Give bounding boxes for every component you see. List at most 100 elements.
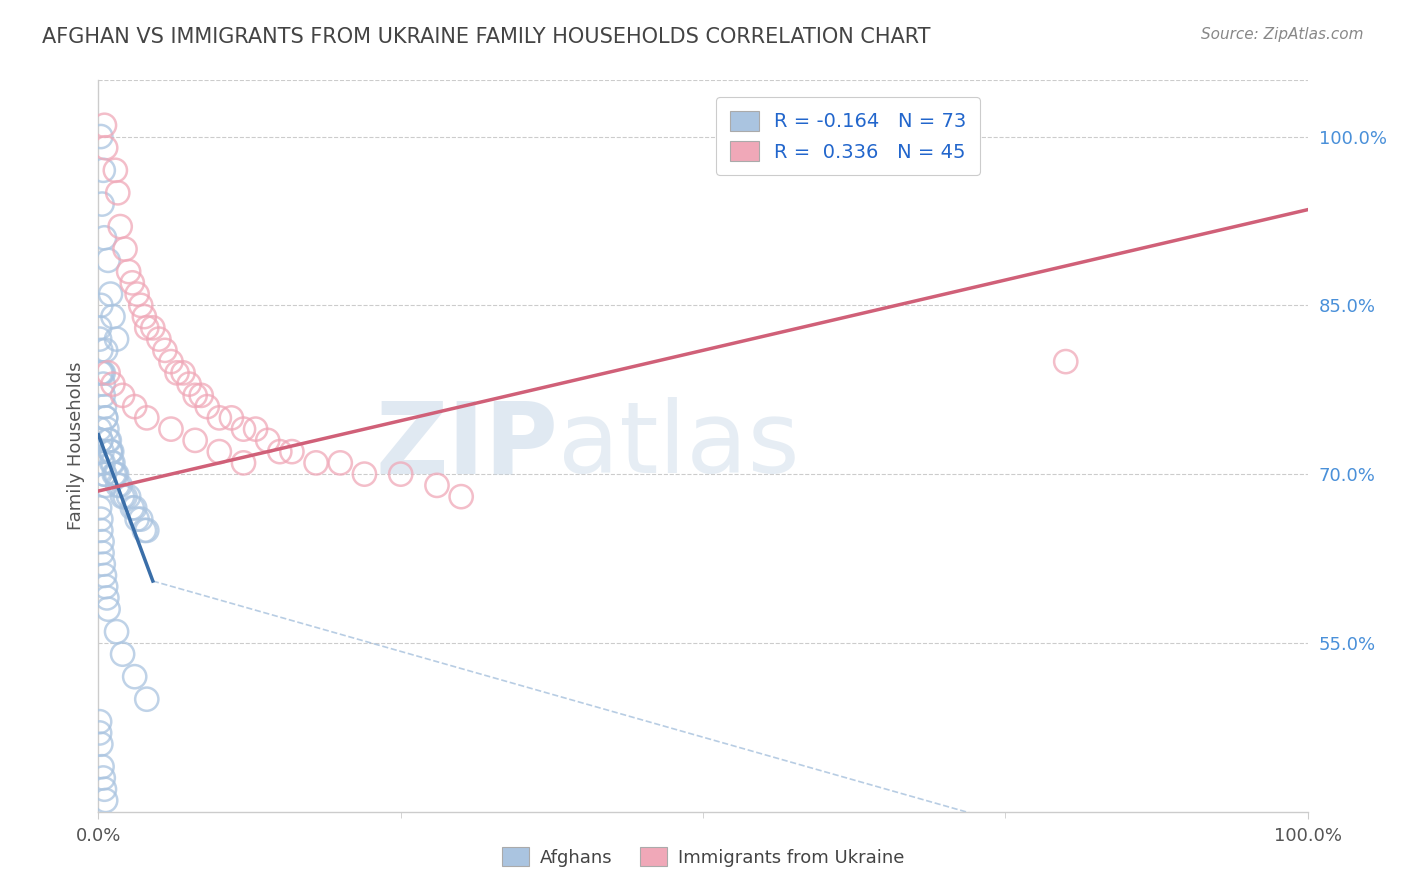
Point [179,377,201,392]
Point [93,467,115,482]
Point [127,287,149,301]
Text: ZIP: ZIP [375,398,558,494]
Point [107,478,129,492]
Point [134,310,156,324]
Point [103,467,125,482]
Point [94,343,117,358]
Point [90,129,112,144]
Point [160,422,183,436]
Point [91,456,114,470]
Point [93,231,115,245]
Point [94,141,117,155]
Y-axis label: Family Households: Family Households [66,362,84,530]
Point [91,546,114,560]
Point [190,388,212,402]
Point [208,444,231,458]
Point [100,287,122,301]
Point [96,591,118,605]
Point [208,410,231,425]
Text: Source: ZipAtlas.com: Source: ZipAtlas.com [1201,27,1364,42]
Point [184,388,207,402]
Point [124,500,146,515]
Point [107,186,129,200]
Point [121,276,143,290]
Point [135,524,157,538]
Point [124,670,146,684]
Point [426,478,449,492]
Point [148,332,170,346]
Point [134,524,156,538]
Point [90,737,112,751]
Point [97,434,120,448]
Point [135,410,157,425]
Point [118,490,141,504]
Point [89,321,111,335]
Point [129,512,152,526]
Legend: Afghans, Immigrants from Ukraine: Afghans, Immigrants from Ukraine [495,840,911,874]
Point [97,253,120,268]
Point [91,534,114,549]
Point [91,388,114,402]
Point [329,456,352,470]
Point [111,388,134,402]
Point [105,467,128,482]
Point [89,726,111,740]
Point [127,512,149,526]
Point [90,512,112,526]
Point [111,490,134,504]
Point [89,500,111,515]
Point [166,366,188,380]
Point [91,197,114,211]
Point [91,366,114,380]
Point [98,434,121,448]
Point [90,524,112,538]
Point [97,366,120,380]
Point [93,400,115,414]
Point [100,444,122,458]
Point [89,332,111,346]
Point [93,467,115,482]
Point [232,456,254,470]
Point [91,760,114,774]
Point [121,500,143,515]
Point [94,793,117,807]
Point [269,444,291,458]
Point [94,410,117,425]
Point [94,410,117,425]
Point [105,624,128,639]
Point [142,321,165,335]
Point [111,647,134,661]
Point [100,444,122,458]
Point [91,377,114,392]
Point [101,310,124,324]
Point [114,242,136,256]
Point [135,321,157,335]
Point [91,163,114,178]
Point [94,478,117,492]
Point [90,434,112,448]
Point [101,456,124,470]
Point [93,782,115,797]
Text: atlas: atlas [558,398,800,494]
Point [89,422,111,436]
Point [90,434,112,448]
Point [91,771,114,785]
Point [100,456,122,470]
Point [93,118,115,132]
Point [101,377,124,392]
Point [108,219,131,234]
Point [153,343,176,358]
Point [124,400,146,414]
Point [89,714,111,729]
Point [172,366,194,380]
Point [90,366,112,380]
Point [100,444,122,458]
Point [389,467,412,482]
Point [195,400,218,414]
Point [90,298,112,312]
Text: AFGHAN VS IMMIGRANTS FROM UKRAINE FAMILY HOUSEHOLDS CORRELATION CHART: AFGHAN VS IMMIGRANTS FROM UKRAINE FAMILY… [42,27,931,46]
Legend: R = -0.164   N = 73, R =  0.336   N = 45: R = -0.164 N = 73, R = 0.336 N = 45 [716,97,980,176]
Point [118,264,141,278]
Point [135,692,157,706]
Point [93,568,115,582]
